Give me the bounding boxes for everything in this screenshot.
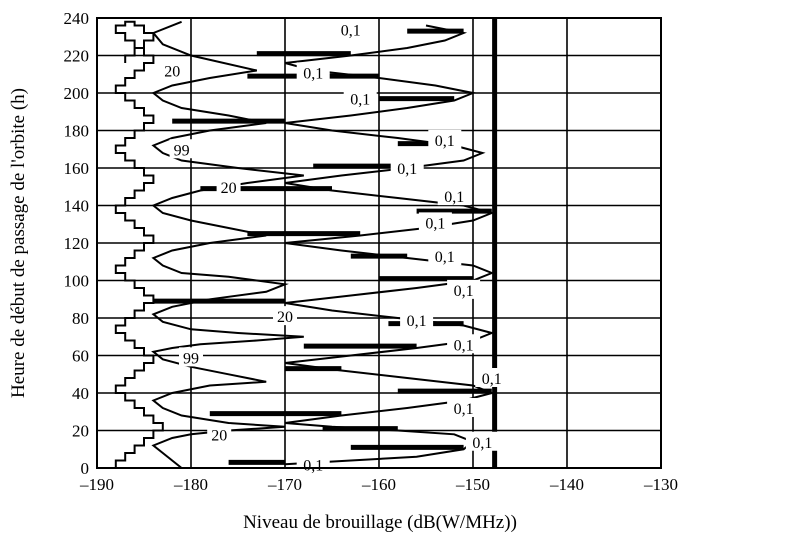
contour-label: 0,1 <box>350 92 370 109</box>
contour-label: 0,1 <box>303 457 323 474</box>
y-tick-label: 0 <box>81 459 90 478</box>
contour-label: 0,1 <box>397 161 417 178</box>
y-tick-label: 40 <box>72 384 89 403</box>
contour-label: 0,1 <box>303 65 323 82</box>
contour-label-bg <box>447 398 481 417</box>
y-tick-label: 80 <box>72 309 89 328</box>
x-axis-title: Niveau de brouillage (dB(W/MHz)) <box>243 512 517 533</box>
y-axis-title: Heure de début de passage de l'orbite (h… <box>8 88 29 398</box>
contour-label-bg <box>160 60 185 80</box>
contour-label: 0,1 <box>341 22 361 39</box>
contour-label-bg <box>437 186 471 206</box>
contour-label: 0,1 <box>472 435 492 452</box>
contour-label-bg <box>273 306 297 326</box>
contour-label-bg <box>169 139 194 159</box>
contour-label: 0,1 <box>482 371 502 388</box>
contour-label-bg <box>475 368 509 387</box>
x-tick-label: –180 <box>173 475 208 494</box>
contour-label: 0,1 <box>444 189 464 206</box>
contour-label: 0,1 <box>425 215 445 232</box>
contour-label-bg <box>428 129 462 149</box>
y-tick-label: 20 <box>72 422 89 441</box>
contour-label-bg <box>447 334 481 354</box>
contour-label-bg <box>465 431 499 451</box>
y-tick-label: 140 <box>64 197 90 216</box>
contour-label-bg <box>418 212 452 232</box>
y-tick-label: 100 <box>64 272 90 291</box>
contour-label-bg <box>179 347 203 367</box>
x-tick-label: –140 <box>549 475 584 494</box>
contour-label: 20 <box>211 427 227 444</box>
x-tick-label: –160 <box>361 475 396 494</box>
series-group <box>114 20 495 469</box>
contour-label: 20 <box>277 309 293 326</box>
y-tick-label: 120 <box>64 234 90 253</box>
contour-label: 20 <box>164 64 180 81</box>
y-tick-label: 180 <box>64 122 90 141</box>
contour-label-bg <box>216 176 241 196</box>
contour-label: 0,1 <box>454 337 474 354</box>
contour-label-bg <box>343 88 377 108</box>
contour-label: 20 <box>221 180 237 197</box>
tick-labels: –190 –180 –170 –160 –150 –140 –130 0 20 40 60 80 100… <box>64 9 679 494</box>
x-tick-label: –190 <box>79 475 114 494</box>
contour-series-2 <box>151 20 304 469</box>
contour-label-bg <box>207 424 232 444</box>
x-tick-label: –130 <box>643 475 678 494</box>
contour-series-1 <box>114 20 164 468</box>
contour-label: 0,1 <box>407 313 427 330</box>
y-tick-label: 160 <box>64 159 90 178</box>
y-tick-label: 220 <box>64 47 90 66</box>
contour-label-bg <box>390 158 424 177</box>
contour-label-bg <box>428 246 462 266</box>
contour-label-bg <box>447 279 481 299</box>
contour-label-bg <box>334 19 368 39</box>
x-tick-label: –150 <box>455 475 490 494</box>
contour-label: 0,1 <box>454 283 474 300</box>
y-tick-label: 200 <box>64 84 90 103</box>
contour-label: 0,1 <box>454 401 474 418</box>
contour-label: 0,1 <box>435 249 455 266</box>
contour-label-bg <box>296 62 330 82</box>
contour-label: 99 <box>174 142 190 159</box>
grid <box>97 18 661 468</box>
plot-frame <box>96 17 662 469</box>
contour-label: 99 <box>183 350 199 367</box>
contour-label-bg <box>400 309 434 329</box>
y-tick-label: 60 <box>72 347 89 366</box>
contour-labels: 99 99 20 20 20 20 0,1 0,1 0,1 0,1 0,1 0,1 0,1 0,1 0,1 0… <box>160 19 509 474</box>
y-tick-label: 240 <box>64 9 90 28</box>
x-tick-label: –170 <box>267 475 302 494</box>
contour-label: 0,1 <box>435 133 455 150</box>
